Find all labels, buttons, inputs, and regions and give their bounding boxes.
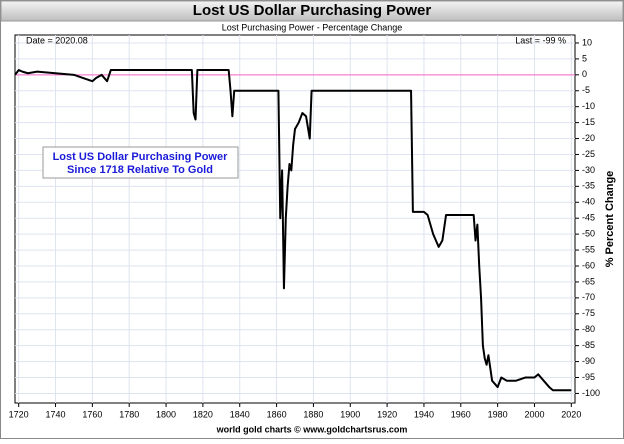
x-tick-label: 1900 [340,409,360,419]
x-tick-label: 1800 [156,409,176,419]
x-tick-label: 1920 [377,409,397,419]
x-tick-label: 2000 [524,409,544,419]
last-note: Last = -99 % [515,35,566,45]
y-tick-label: -25 [582,149,595,159]
y-tick-label: -30 [582,165,595,175]
x-tick-label: 1960 [451,409,471,419]
x-tick-label: 1840 [230,409,250,419]
x-tick-label: 2020 [561,409,581,419]
x-tick-label: 1720 [9,409,29,419]
grid [15,35,575,403]
y-tick-label: -10 [582,101,595,111]
y-tick-label: -50 [582,229,595,239]
x-tick-label: 1860 [267,409,287,419]
y-tick-label: -75 [582,308,595,318]
y-tick-label: -35 [582,181,595,191]
y-tick-label: -45 [582,213,595,223]
x-tick-label: 1780 [119,409,139,419]
x-tick-label: 1740 [46,409,66,419]
y-tick-label: 10 [582,37,592,47]
x-tick-label: 1980 [488,409,508,419]
y-tick-label: -100 [582,388,600,398]
x-tick-label: 1820 [193,409,213,419]
note-box [42,146,239,179]
y-tick-label: 0 [582,69,587,79]
y-tick-label: 5 [582,53,587,63]
date-note: Date = 2020.08 [26,35,88,45]
title-bar [0,0,624,22]
data-line [14,69,572,392]
note-line: Lost US Dollar Purchasing Power [53,151,229,163]
y-tick-label: -70 [582,292,595,302]
y-tick-label: -20 [582,133,595,143]
y-axis-label: % Percent Change [604,171,616,268]
y-tick-label: -90 [582,356,595,366]
x-tick-label: 1940 [414,409,434,419]
plot-area [14,34,576,404]
y-tick-label: -5 [582,85,590,95]
y-tick-label: -55 [582,244,595,254]
y-tick-label: -60 [582,260,595,270]
y-tick-label: -80 [582,324,595,334]
y-tick-label: -40 [582,197,595,207]
y-tick-label: -15 [582,117,595,127]
chart-title: Lost US Dollar Purchasing Power [193,2,432,19]
note-line: Since 1718 Relative To Gold [67,164,213,176]
x-tick-label: 1880 [303,409,323,419]
y-tick-label: -85 [582,340,595,350]
y-tick-label: -95 [582,372,595,382]
footer: world gold charts © www.goldchartsrus.co… [216,424,408,434]
x-tick-label: 1760 [82,409,102,419]
subtitle: Lost Purchasing Power - Percentage Chang… [222,22,403,32]
y-tick-label: -65 [582,276,595,286]
